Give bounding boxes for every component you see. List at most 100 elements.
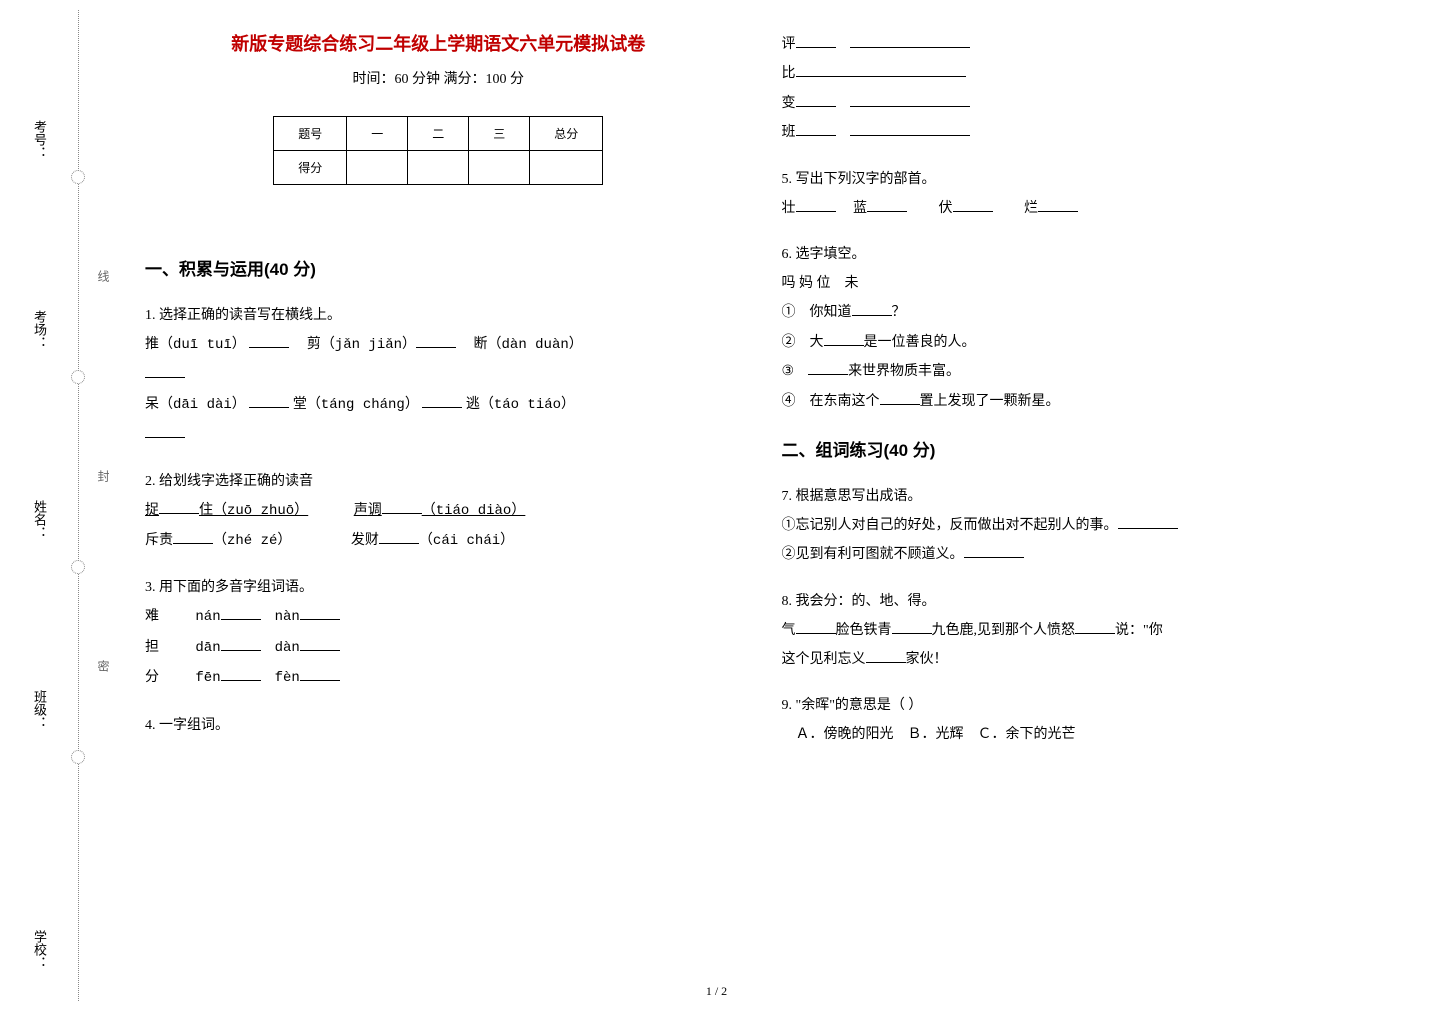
- q3-py: dàn: [275, 640, 300, 656]
- answer-blank[interactable]: [416, 333, 456, 348]
- q3-row: 分 fēn fèn: [145, 663, 732, 693]
- score-blank-cell[interactable]: [408, 151, 469, 185]
- answer-blank[interactable]: [249, 333, 289, 348]
- answer-blank[interactable]: [953, 196, 993, 211]
- answer-blank[interactable]: [1038, 196, 1078, 211]
- answer-blank[interactable]: [221, 635, 261, 650]
- q7-item: ②见到有利可图就不顾道义。: [782, 547, 964, 562]
- punch-circle: [71, 560, 85, 574]
- q1-py: （táng cháng）: [307, 397, 419, 413]
- q2-py: （zhé zé）: [213, 533, 291, 549]
- answer-blank[interactable]: [850, 33, 970, 48]
- q1-han: 逃: [466, 397, 480, 412]
- q6-text: 置上发现了一颗新星。: [920, 394, 1060, 409]
- answer-blank[interactable]: [159, 498, 199, 513]
- score-head-cell: 三: [469, 117, 530, 151]
- q3-row: 难 nán nàn: [145, 602, 732, 632]
- answer-blank[interactable]: [221, 666, 261, 681]
- page: 考号： 考场： 姓名： 班级： 学校： 线 封 密 新版专题综合练习二年级上学期…: [0, 0, 1433, 1011]
- q1-han: 呆: [145, 397, 159, 412]
- score-head-cell: 二: [408, 117, 469, 151]
- answer-blank[interactable]: [173, 529, 213, 544]
- score-blank-cell[interactable]: [469, 151, 530, 185]
- punch-circle: [71, 750, 85, 764]
- answer-blank[interactable]: [892, 618, 932, 633]
- score-blank-cell[interactable]: [347, 151, 408, 185]
- q6-stem: 6. 选字填空。: [782, 241, 1369, 269]
- answer-blank[interactable]: [300, 666, 340, 681]
- q6-text: 来世界物质丰富。: [848, 364, 960, 379]
- answer-blank[interactable]: [221, 605, 261, 620]
- answer-blank[interactable]: [1118, 514, 1178, 529]
- section-2-heading: 二、组词练习(40 分): [782, 436, 1369, 461]
- q9-options[interactable]: Ａ．傍晚的阳光 Ｂ．光辉 Ｃ．余下的光芒: [782, 720, 1369, 749]
- q3-py: nán: [195, 609, 220, 625]
- answer-blank[interactable]: [852, 301, 892, 316]
- answer-blank[interactable]: [850, 121, 970, 136]
- paper-title: 新版专题综合练习二年级上学期语文六单元模拟试卷: [145, 30, 732, 56]
- q6-text: ？: [892, 305, 906, 320]
- answer-blank[interactable]: [1075, 618, 1115, 633]
- question-2: 2. 给划线字选择正确的读音 捉住（zuō zhuō） 声调（tiáo diào…: [145, 468, 732, 557]
- q3-py: fēn: [195, 670, 220, 686]
- answer-blank[interactable]: [796, 33, 836, 48]
- q3-py: fèn: [275, 670, 300, 686]
- q1-han: 推: [145, 337, 159, 352]
- dotted-cut-line: [78, 10, 79, 1001]
- answer-blank[interactable]: [379, 529, 419, 544]
- answer-blank[interactable]: [300, 605, 340, 620]
- q8-text: 九色鹿,见到那个人愤怒: [932, 623, 1076, 638]
- punch-circle: [71, 370, 85, 384]
- q6-num: ④: [782, 394, 796, 409]
- q1-line1: 推（duī tuī） 剪（jǎn jiǎn） 断（dàn duàn）: [145, 330, 732, 390]
- question-8: 8. 我会分：的、地、得。 气脸色铁青九色鹿,见到那个人愤怒说："你 这个见利忘…: [782, 588, 1369, 675]
- q1-stem: 1. 选择正确的读音写在横线上。: [145, 302, 732, 330]
- answer-blank[interactable]: [796, 91, 836, 106]
- answer-blank[interactable]: [964, 543, 1024, 558]
- answer-blank[interactable]: [808, 360, 848, 375]
- answer-blank[interactable]: [145, 363, 185, 378]
- q8-text: 家伙！: [906, 652, 948, 667]
- q1-han: 剪: [307, 337, 321, 352]
- answer-blank[interactable]: [300, 635, 340, 650]
- answer-blank[interactable]: [796, 196, 836, 211]
- q2-py: （tiáo diào）: [422, 503, 526, 519]
- q6-text: 是一位善良的人。: [864, 335, 976, 350]
- answer-blank[interactable]: [796, 121, 836, 136]
- content-area: 新版专题综合练习二年级上学期语文六单元模拟试卷 时间：60 分钟 满分：100 …: [110, 0, 1433, 1011]
- answer-blank[interactable]: [249, 392, 289, 407]
- gutter-label-name: 姓名：: [30, 500, 49, 539]
- q5-char: 烂: [1024, 201, 1038, 216]
- q8-stem: 8. 我会分：的、地、得。: [782, 588, 1369, 616]
- answer-blank[interactable]: [880, 389, 920, 404]
- q8-text: 气: [782, 623, 796, 638]
- question-1: 1. 选择正确的读音写在横线上。 推（duī tuī） 剪（jǎn jiǎn） …: [145, 302, 732, 450]
- answer-blank[interactable]: [824, 330, 864, 345]
- q2-word: 发: [351, 533, 365, 548]
- q3-py: nàn: [275, 609, 300, 625]
- answer-blank[interactable]: [867, 196, 907, 211]
- page-number: 1 / 2: [706, 984, 727, 999]
- answer-blank[interactable]: [866, 648, 906, 663]
- q6-text: 大: [796, 335, 824, 350]
- q2-word: 调: [368, 503, 382, 518]
- answer-blank[interactable]: [422, 392, 462, 407]
- q2-word: 住: [199, 503, 213, 518]
- q8-text: 说："你: [1115, 623, 1163, 638]
- answer-blank[interactable]: [796, 618, 836, 633]
- q6-text: [794, 364, 808, 379]
- q3-stem: 3. 用下面的多音字组词语。: [145, 574, 732, 602]
- answer-blank[interactable]: [796, 62, 966, 77]
- answer-blank[interactable]: [382, 498, 422, 513]
- answer-blank[interactable]: [850, 91, 970, 106]
- q1-py: （táo tiáo）: [480, 397, 575, 413]
- q2-word: 声: [354, 503, 368, 518]
- score-label-cell: 得分: [274, 151, 347, 185]
- q2-stem: 2. 给划线字选择正确的读音: [145, 468, 732, 496]
- seal-line-text: 线: [95, 270, 112, 288]
- score-blank-cell[interactable]: [530, 151, 603, 185]
- left-column: 新版专题综合练习二年级上学期语文六单元模拟试卷 时间：60 分钟 满分：100 …: [120, 30, 757, 991]
- answer-blank[interactable]: [145, 423, 185, 438]
- gutter-label-room: 考场：: [30, 310, 49, 349]
- q2-py: （cái chái）: [419, 533, 514, 549]
